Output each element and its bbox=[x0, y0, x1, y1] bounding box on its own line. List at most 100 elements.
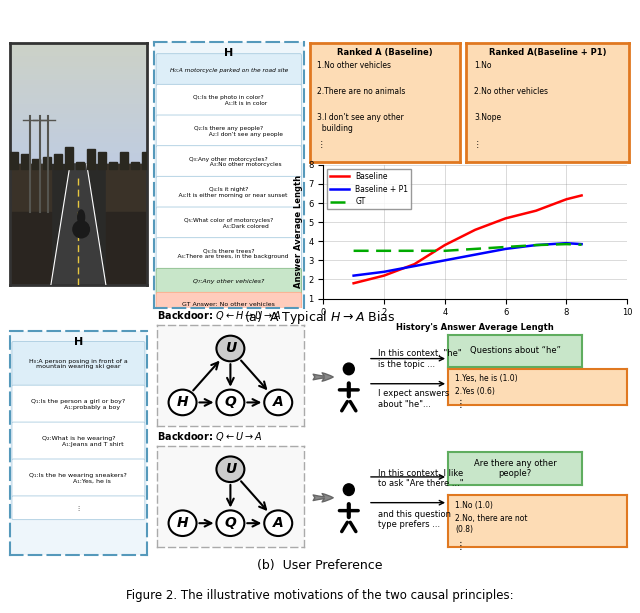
Baseline bbox=[578, 192, 586, 199]
Ellipse shape bbox=[77, 210, 84, 224]
Circle shape bbox=[216, 457, 244, 482]
Bar bbox=[10, 91, 147, 94]
Bar bbox=[10, 50, 147, 53]
FancyBboxPatch shape bbox=[156, 268, 301, 294]
Bar bbox=[10, 65, 147, 67]
Text: ⋮: ⋮ bbox=[474, 140, 482, 149]
Baseline + P1 bbox=[563, 240, 570, 247]
Text: 1.Yes, he is (1.0): 1.Yes, he is (1.0) bbox=[455, 375, 518, 383]
Bar bbox=[31, 159, 40, 169]
Bar bbox=[10, 109, 147, 111]
FancyBboxPatch shape bbox=[12, 422, 145, 460]
Legend: Baseline, Baseline + P1, GT: Baseline, Baseline + P1, GT bbox=[327, 169, 412, 210]
Bar bbox=[10, 77, 147, 79]
FancyBboxPatch shape bbox=[156, 292, 301, 316]
Bar bbox=[10, 120, 147, 123]
Baseline + P1 bbox=[411, 262, 419, 270]
Circle shape bbox=[264, 390, 292, 415]
GT bbox=[472, 245, 479, 253]
Text: Q₇:Any other vehicles?: Q₇:Any other vehicles? bbox=[193, 279, 264, 284]
Ellipse shape bbox=[73, 221, 90, 238]
Baseline + P1 bbox=[578, 240, 586, 248]
Bar bbox=[10, 113, 147, 115]
X-axis label: History's Answer Average Length: History's Answer Average Length bbox=[396, 323, 554, 332]
Text: H: H bbox=[177, 516, 188, 530]
Bar bbox=[10, 125, 147, 128]
Bar bbox=[120, 152, 128, 169]
Text: Q₄:Is it night?
    A₄:It is either morning or near sunset: Q₄:Is it night? A₄:It is either morning … bbox=[171, 188, 287, 198]
Bar bbox=[10, 104, 147, 106]
Bar bbox=[10, 48, 147, 50]
Text: ⋮: ⋮ bbox=[455, 399, 465, 409]
Text: 3.I don’t see any other
  building: 3.I don’t see any other building bbox=[317, 113, 404, 133]
GT bbox=[578, 241, 586, 248]
Bar bbox=[10, 152, 147, 154]
Bar bbox=[54, 154, 62, 169]
Bar bbox=[10, 74, 147, 77]
Bar bbox=[10, 89, 147, 91]
Text: In this context, "he"
is the topic ...: In this context, "he" is the topic ... bbox=[378, 349, 461, 369]
GT bbox=[380, 247, 388, 254]
Baseline bbox=[350, 280, 358, 287]
Circle shape bbox=[216, 390, 244, 415]
Baseline + P1 bbox=[380, 268, 388, 275]
Polygon shape bbox=[51, 164, 106, 285]
Bar bbox=[10, 99, 147, 101]
Bar bbox=[109, 162, 117, 169]
Baseline + P1 bbox=[472, 251, 479, 258]
Baseline + P1 bbox=[532, 242, 540, 249]
Bar bbox=[10, 58, 147, 60]
Bar bbox=[86, 150, 95, 169]
Bar bbox=[141, 152, 150, 169]
Text: A: A bbox=[273, 516, 284, 530]
Bar bbox=[10, 86, 147, 89]
Bar bbox=[10, 111, 147, 113]
Text: H: H bbox=[224, 48, 234, 58]
Bar bbox=[10, 157, 147, 159]
Bar bbox=[10, 137, 147, 140]
Text: ⋮: ⋮ bbox=[455, 541, 465, 550]
Bar bbox=[10, 67, 147, 69]
Bar bbox=[106, 164, 147, 212]
Bar bbox=[10, 84, 147, 86]
Text: 1.No: 1.No bbox=[474, 61, 492, 70]
GT bbox=[411, 247, 419, 254]
Bar bbox=[10, 96, 147, 99]
Text: 2.Yes (0.6): 2.Yes (0.6) bbox=[455, 387, 495, 396]
Line: Baseline + P1: Baseline + P1 bbox=[354, 243, 582, 276]
Bar bbox=[10, 130, 147, 132]
Bar bbox=[10, 135, 147, 137]
Bar bbox=[10, 60, 147, 63]
Bar bbox=[10, 142, 147, 145]
Text: 1.No (1.0): 1.No (1.0) bbox=[455, 501, 493, 510]
FancyBboxPatch shape bbox=[12, 459, 145, 497]
Text: 2.No, there are not
(0.8): 2.No, there are not (0.8) bbox=[455, 514, 527, 534]
Circle shape bbox=[264, 511, 292, 536]
Text: I expect answers
about "he"...: I expect answers about "he"... bbox=[378, 389, 449, 409]
Baseline bbox=[380, 272, 388, 280]
Text: Questions about “he”: Questions about “he” bbox=[470, 346, 561, 355]
Text: (b)  User Preference: (b) User Preference bbox=[257, 559, 383, 572]
Bar bbox=[10, 45, 147, 48]
Text: 2.There are no animals: 2.There are no animals bbox=[317, 87, 406, 96]
Text: Figure 2. The illustrative motivations of the two causal principles:: Figure 2. The illustrative motivations o… bbox=[126, 589, 514, 602]
Text: Q₁:Is the he wearing sneakers?
              A₁:Yes, he is: Q₁:Is the he wearing sneakers? A₁:Yes, h… bbox=[29, 473, 127, 484]
Text: Q₁:Is the photo in color?
                  A₁:It is in color: Q₁:Is the photo in color? A₁:It is in co… bbox=[191, 96, 267, 106]
Bar bbox=[20, 154, 29, 169]
FancyBboxPatch shape bbox=[12, 496, 145, 520]
Bar bbox=[65, 147, 73, 169]
Bar bbox=[106, 212, 147, 285]
FancyBboxPatch shape bbox=[156, 177, 301, 209]
Circle shape bbox=[216, 511, 244, 536]
Baseline bbox=[532, 207, 540, 215]
Bar bbox=[10, 79, 147, 82]
Baseline + P1 bbox=[350, 272, 358, 280]
FancyBboxPatch shape bbox=[156, 238, 301, 270]
GT bbox=[502, 243, 509, 251]
Text: (a)  A Typical $H \rightarrow A$ Bias: (a) A Typical $H \rightarrow A$ Bias bbox=[244, 309, 396, 326]
Baseline bbox=[472, 226, 479, 234]
Baseline bbox=[411, 261, 419, 268]
Text: H: H bbox=[74, 337, 83, 346]
Text: Q₁:Is the person a girl or boy?
              A₁:probably a boy: Q₁:Is the person a girl or boy? A₁:proba… bbox=[31, 399, 125, 409]
Bar bbox=[10, 212, 51, 285]
